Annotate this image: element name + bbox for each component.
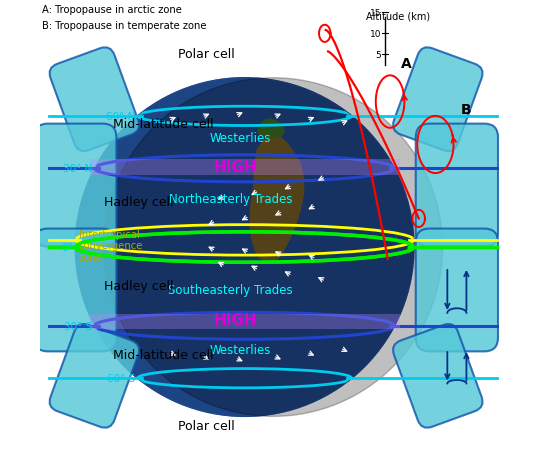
Text: B: Tropopause in temperate zone: B: Tropopause in temperate zone (42, 21, 206, 31)
FancyBboxPatch shape (34, 229, 116, 352)
FancyBboxPatch shape (49, 324, 139, 428)
FancyBboxPatch shape (416, 229, 498, 352)
Text: Mid-latitude cell: Mid-latitude cell (113, 117, 214, 130)
FancyBboxPatch shape (34, 124, 116, 247)
Text: 10: 10 (370, 30, 381, 39)
Text: 60° S: 60° S (107, 374, 135, 383)
Text: A: Tropopause in arctic zone: A: Tropopause in arctic zone (42, 5, 182, 14)
Text: Northeasterly Trades: Northeasterly Trades (168, 192, 292, 206)
Text: Mid-latitude cell: Mid-latitude cell (113, 348, 214, 361)
Text: Intertropical: Intertropical (78, 229, 140, 239)
Text: 30° N: 30° N (63, 164, 92, 174)
Text: zone: zone (78, 252, 102, 262)
Circle shape (75, 79, 414, 416)
Text: Hadley cell: Hadley cell (104, 196, 173, 209)
Text: 5: 5 (376, 51, 381, 60)
Text: Southeasterly Trades: Southeasterly Trades (168, 283, 292, 296)
Bar (90, 314, 400, 329)
FancyBboxPatch shape (416, 124, 498, 247)
Circle shape (75, 79, 414, 416)
Text: convergence: convergence (78, 241, 143, 250)
FancyBboxPatch shape (393, 48, 483, 152)
Text: HIGH: HIGH (214, 160, 257, 175)
FancyBboxPatch shape (393, 324, 483, 428)
Polygon shape (250, 134, 304, 264)
Text: Hadley cell: Hadley cell (104, 279, 173, 292)
Text: Westerlies: Westerlies (209, 343, 271, 357)
FancyBboxPatch shape (49, 48, 139, 152)
Bar (90, 160, 400, 175)
Text: A: A (401, 57, 412, 71)
Text: Westerlies: Westerlies (209, 131, 271, 145)
Text: B: B (461, 102, 471, 117)
Text: Polar cell: Polar cell (178, 48, 235, 61)
Circle shape (104, 79, 443, 416)
Text: 60° N: 60° N (106, 112, 135, 121)
Polygon shape (256, 119, 285, 139)
Text: HIGH: HIGH (214, 312, 257, 327)
Text: 0°: 0° (61, 243, 73, 252)
Text: Altitude (km): Altitude (km) (366, 12, 430, 22)
Text: Polar cell: Polar cell (178, 419, 235, 433)
Text: 30° S: 30° S (64, 321, 92, 331)
Text: 15: 15 (370, 9, 381, 18)
